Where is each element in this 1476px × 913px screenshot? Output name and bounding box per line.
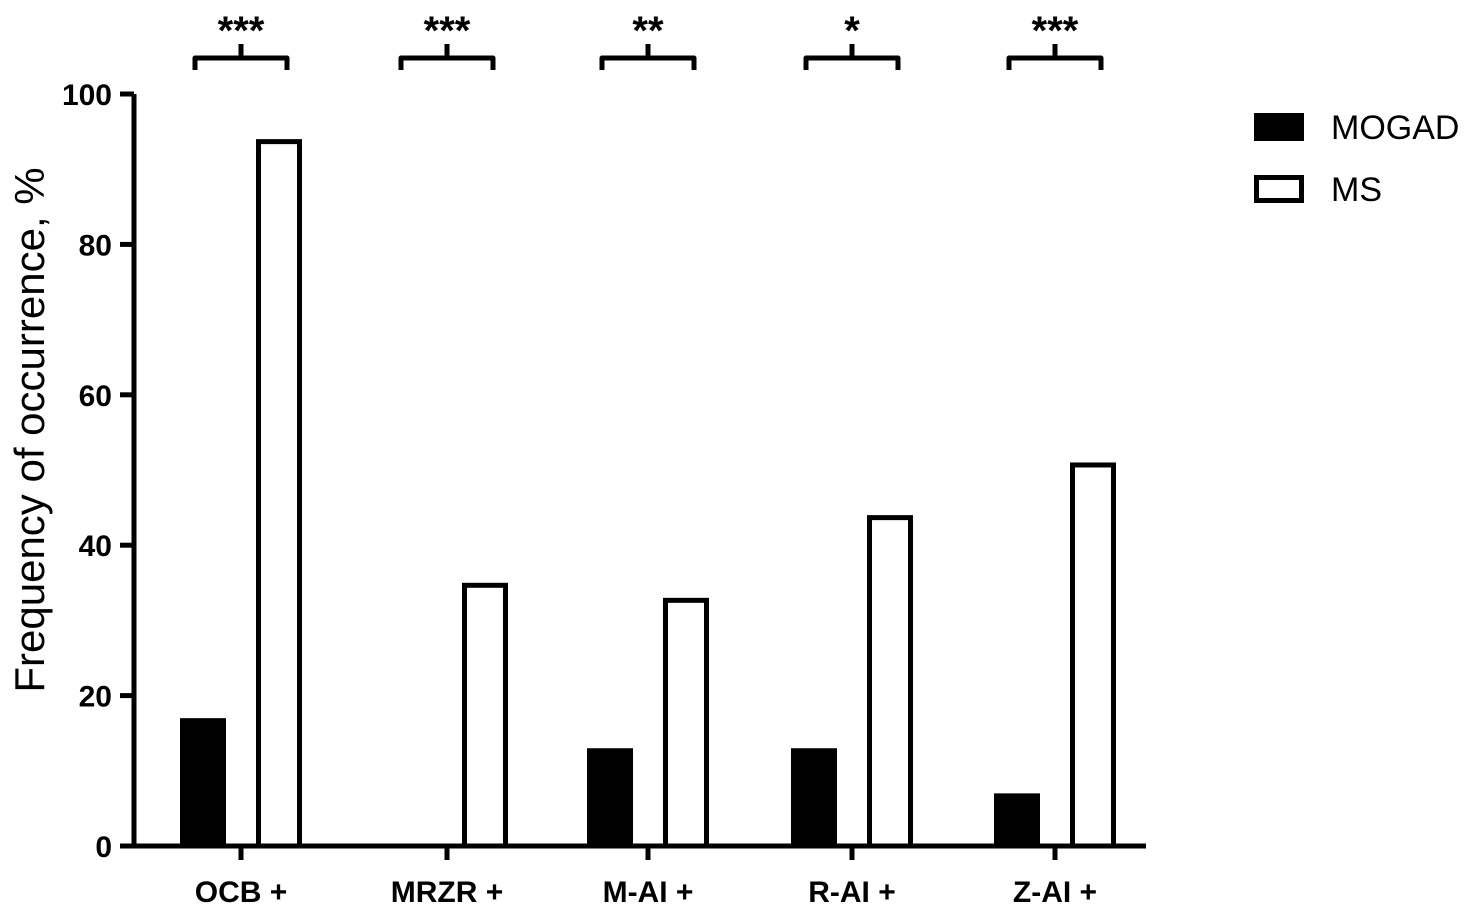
y-tick-label: 60 [79, 380, 112, 413]
significance-label: *** [424, 9, 471, 53]
y-tick-label: 100 [62, 79, 112, 112]
y-tick-label: 40 [79, 530, 112, 563]
legend-label-ms: MS [1331, 171, 1382, 209]
bar-ms-4 [1070, 462, 1116, 849]
significance-label: ** [632, 9, 664, 53]
bar-ms-1 [462, 582, 508, 849]
x-category-label: OCB + [195, 876, 288, 908]
significance-bracket [1006, 44, 1104, 70]
significance-label: * [844, 9, 860, 53]
significance-bracket [599, 44, 697, 70]
significance-label: *** [218, 9, 265, 53]
bar-mogad-2 [587, 748, 633, 846]
x-category-label: MRZR + [391, 876, 504, 908]
x-category-label: R-AI + [808, 876, 896, 908]
significance-bracket [398, 44, 496, 70]
significance-bracket [803, 44, 901, 70]
bar-mogad-0 [180, 718, 226, 846]
legend-swatch-ms [1254, 175, 1304, 203]
bar-mogad-4 [994, 793, 1040, 846]
significance-label: *** [1032, 9, 1079, 53]
y-tick-label: 0 [95, 831, 112, 864]
x-category-label: M-AI + [603, 876, 694, 908]
significance-bracket [192, 44, 290, 70]
bar-ms-3 [867, 515, 913, 849]
y-axis-label: Frequency of occurrence, % [6, 167, 53, 692]
bar-ms-0 [256, 139, 302, 849]
y-tick-label: 80 [79, 229, 112, 262]
legend-label-mogad: MOGAD [1331, 109, 1459, 147]
bar-mogad-3 [791, 748, 837, 846]
legend-swatch-mogad [1254, 113, 1304, 141]
y-tick-label: 20 [79, 681, 112, 714]
bar-ms-2 [663, 597, 709, 849]
x-category-label: Z-AI + [1013, 876, 1097, 908]
